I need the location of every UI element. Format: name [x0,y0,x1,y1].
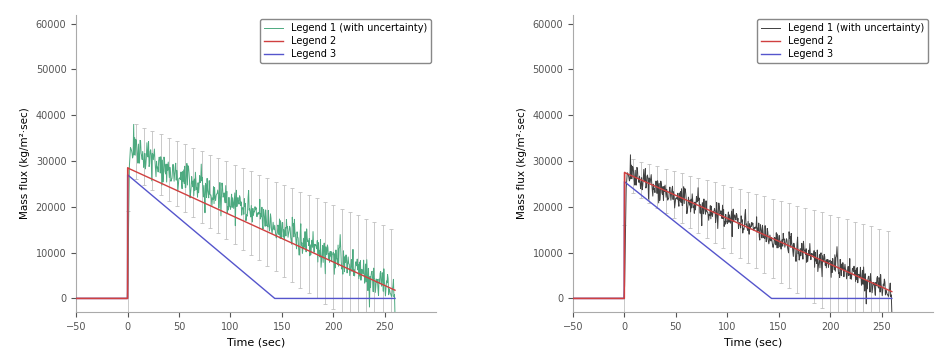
Line: Legend 2: Legend 2 [573,172,892,298]
Legend 1 (with uncertainty) [886,310,898,314]
Legend 1 (with uncertainty) [153,159,165,163]
Legend 3 [704,247,715,251]
Legend 3 [348,296,360,301]
Legend 3 [567,296,579,301]
Y-axis label: Mass flux (kg/m²·sec): Mass flux (kg/m²·sec) [20,107,30,219]
Legend 3 [122,173,133,177]
Legend 3 [880,296,891,301]
Legend 1 (with uncertainty) [127,156,138,160]
Legend 3 [886,296,898,301]
Legend 2 [689,202,701,206]
Line: Legend 1 (with uncertainty): Legend 1 (with uncertainty) [76,125,395,316]
Legend 1 (with uncertainty) [756,229,767,234]
Legend 1 (with uncertainty) [389,314,401,318]
Legend 2 [207,204,218,209]
Legend 2 [107,296,118,301]
Legend 3 [619,180,630,184]
Legend 3 [193,232,205,237]
Legend 2 [126,168,137,172]
Y-axis label: Mass flux (kg/m²·sec): Mass flux (kg/m²·sec) [517,107,527,219]
Legend 3 [70,296,82,301]
Legend 1 (with uncertainty) [650,182,662,186]
Legend 2 [619,170,630,175]
Legend 2 [389,288,401,292]
Legend 3 [383,296,394,301]
Line: Legend 3: Legend 3 [76,175,395,298]
Legend 1 (with uncertainty) [70,296,82,301]
Legend 1 (with uncertainty) [808,255,820,259]
Legend 2 [623,172,634,176]
Legend 2 [70,296,82,301]
Legend 3 [126,176,137,180]
Legend 3 [845,296,857,301]
Legend 3 [207,244,218,248]
Legend 2 [122,166,133,170]
Legend 3 [623,183,634,187]
X-axis label: Time (sec): Time (sec) [724,338,783,347]
Legend 2 [886,289,898,294]
Legend 1 (with uncertainty) [284,224,295,228]
Legend 1 (with uncertainty) [712,227,724,231]
Legend: Legend 1 (with uncertainty), Legend 2, Legend 3: Legend 1 (with uncertainty), Legend 2, L… [757,19,928,63]
Line: Legend 2: Legend 2 [76,168,395,298]
Legend 1 (with uncertainty) [215,214,227,218]
Legend 2 [845,272,857,276]
Legend 2 [348,269,360,274]
Legend 2 [193,198,205,203]
Legend 1 (with uncertainty) [567,296,579,301]
Line: Legend 1 (with uncertainty): Legend 1 (with uncertainty) [573,155,892,312]
Legend 2 [704,208,715,212]
Legend 1 (with uncertainty) [624,179,635,183]
Legend 1 (with uncertainty) [781,237,792,241]
Legend 2 [383,285,394,290]
Legend 3 [389,296,401,301]
Legend 1 (with uncertainty) [625,152,636,157]
Legend 2 [604,296,615,301]
Legend 1 (with uncertainty) [128,122,139,127]
X-axis label: Time (sec): Time (sec) [227,338,286,347]
Legend 3 [604,296,615,301]
Line: Legend 3: Legend 3 [573,182,892,298]
Legend 3 [107,296,118,301]
Legend 3 [689,236,701,240]
Legend: Legend 1 (with uncertainty), Legend 2, Legend 3: Legend 1 (with uncertainty), Legend 2, L… [260,19,431,63]
Legend 1 (with uncertainty) [311,246,323,251]
Legend 2 [880,287,891,291]
Legend 1 (with uncertainty) [259,216,270,220]
Legend 2 [567,296,579,301]
